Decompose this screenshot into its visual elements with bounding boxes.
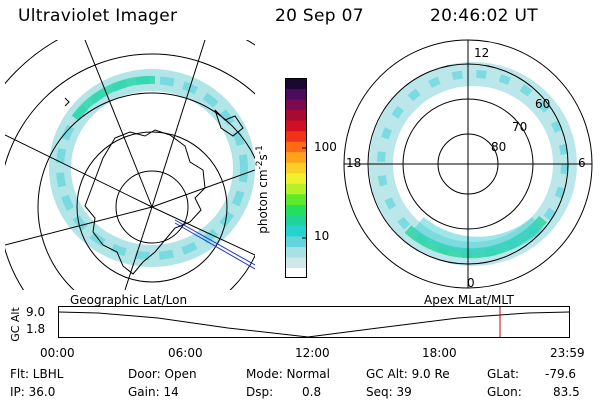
mlt-18: 18 — [346, 156, 362, 170]
info-dsp-value: 0.8 — [302, 385, 322, 399]
colorbar-axis-label: photon cm-2s-1 — [255, 145, 270, 234]
info-gain: Gain: 14 — [128, 385, 179, 399]
photon-colorbar — [285, 78, 307, 278]
colorbar-segment — [285, 235, 307, 247]
info-seq: Seq: 39 — [366, 385, 412, 399]
timeline-x-tick-0600: 06:00 — [168, 346, 203, 360]
colorbar-segment — [285, 225, 307, 237]
altitude-timeline — [58, 306, 570, 338]
magnetic-polar-plot — [343, 39, 593, 289]
info-ip: IP: 36.0 — [10, 385, 56, 399]
timeline-x-tick-1800: 18:00 — [422, 346, 457, 360]
mag-panel-label: Apex MLat/MLT — [424, 293, 514, 307]
instrument-title: Ultraviolet Imager — [18, 6, 178, 26]
geographic-polar-plot — [5, 40, 255, 290]
colorbar-segment — [285, 151, 307, 163]
colorbar-segment — [285, 120, 307, 132]
info-flt: Flt: LBHL — [10, 367, 64, 381]
colorbar-label-mid: s — [255, 154, 270, 161]
timeline-x-tick-0000: 00:00 — [40, 346, 75, 360]
timeline-y-axis-label: GC Alt — [8, 307, 22, 342]
colorbar-segment — [285, 246, 307, 258]
colorbar-segment — [285, 78, 307, 90]
info-gcalt: GC Alt: 9.0 Re — [366, 367, 450, 381]
colorbar-tick-10: 10 — [314, 229, 330, 243]
timeline-y-tick-bottom: 1.8 — [26, 322, 46, 336]
timeline-x-tick-2359: 23:59 — [550, 346, 585, 360]
mlt-0: 0 — [467, 276, 475, 290]
info-glat-value: -79.6 — [545, 367, 577, 381]
info-glon-label: GLon: — [487, 385, 522, 399]
info-dsp-label: Dsp: — [246, 385, 274, 399]
mag-lat-70: 70 — [512, 120, 528, 134]
altitude-curve — [58, 311, 570, 338]
colorbar-label-exp1: -2 — [254, 160, 265, 170]
info-mode: Mode: Normal — [246, 367, 330, 381]
observation-date: 20 Sep 07 — [275, 6, 364, 26]
timeline-x-tick-1200: 12:00 — [295, 346, 330, 360]
colorbar-tick-100: 100 — [314, 140, 337, 154]
colorbar-segment — [285, 183, 307, 195]
mlt-12: 12 — [474, 46, 490, 60]
colorbar-segment — [285, 99, 307, 111]
info-door: Door: Open — [128, 367, 197, 381]
observation-time: 20:46:02 UT — [430, 6, 538, 26]
colorbar-segment — [285, 88, 307, 100]
colorbar-segment — [285, 204, 307, 216]
colorbar-segment — [285, 141, 307, 153]
geo-panel-label: Geographic Lat/Lon — [70, 293, 188, 307]
info-glat-label: GLat: — [487, 367, 520, 381]
colorbar-segment — [285, 256, 307, 268]
colorbar-segment — [285, 193, 307, 205]
colorbar-label-exp2: -1 — [254, 145, 265, 155]
colorbar-segment — [285, 172, 307, 184]
continent-outline — [84, 129, 206, 275]
colorbar-border — [285, 78, 307, 278]
colorbar-segment — [285, 109, 307, 121]
mlt-6: 6 — [578, 156, 586, 170]
colorbar-segment — [285, 214, 307, 226]
info-glon-value: 83.5 — [553, 385, 580, 399]
colorbar-segment — [285, 130, 307, 142]
colorbar-segment — [285, 162, 307, 174]
mag-lat-60: 60 — [535, 97, 551, 111]
colorbar-segment — [285, 267, 307, 278]
mag-lat-80: 80 — [491, 140, 507, 154]
timeline-y-tick-top: 9.0 — [26, 305, 46, 319]
colorbar-label-text: photon cm — [255, 169, 270, 234]
